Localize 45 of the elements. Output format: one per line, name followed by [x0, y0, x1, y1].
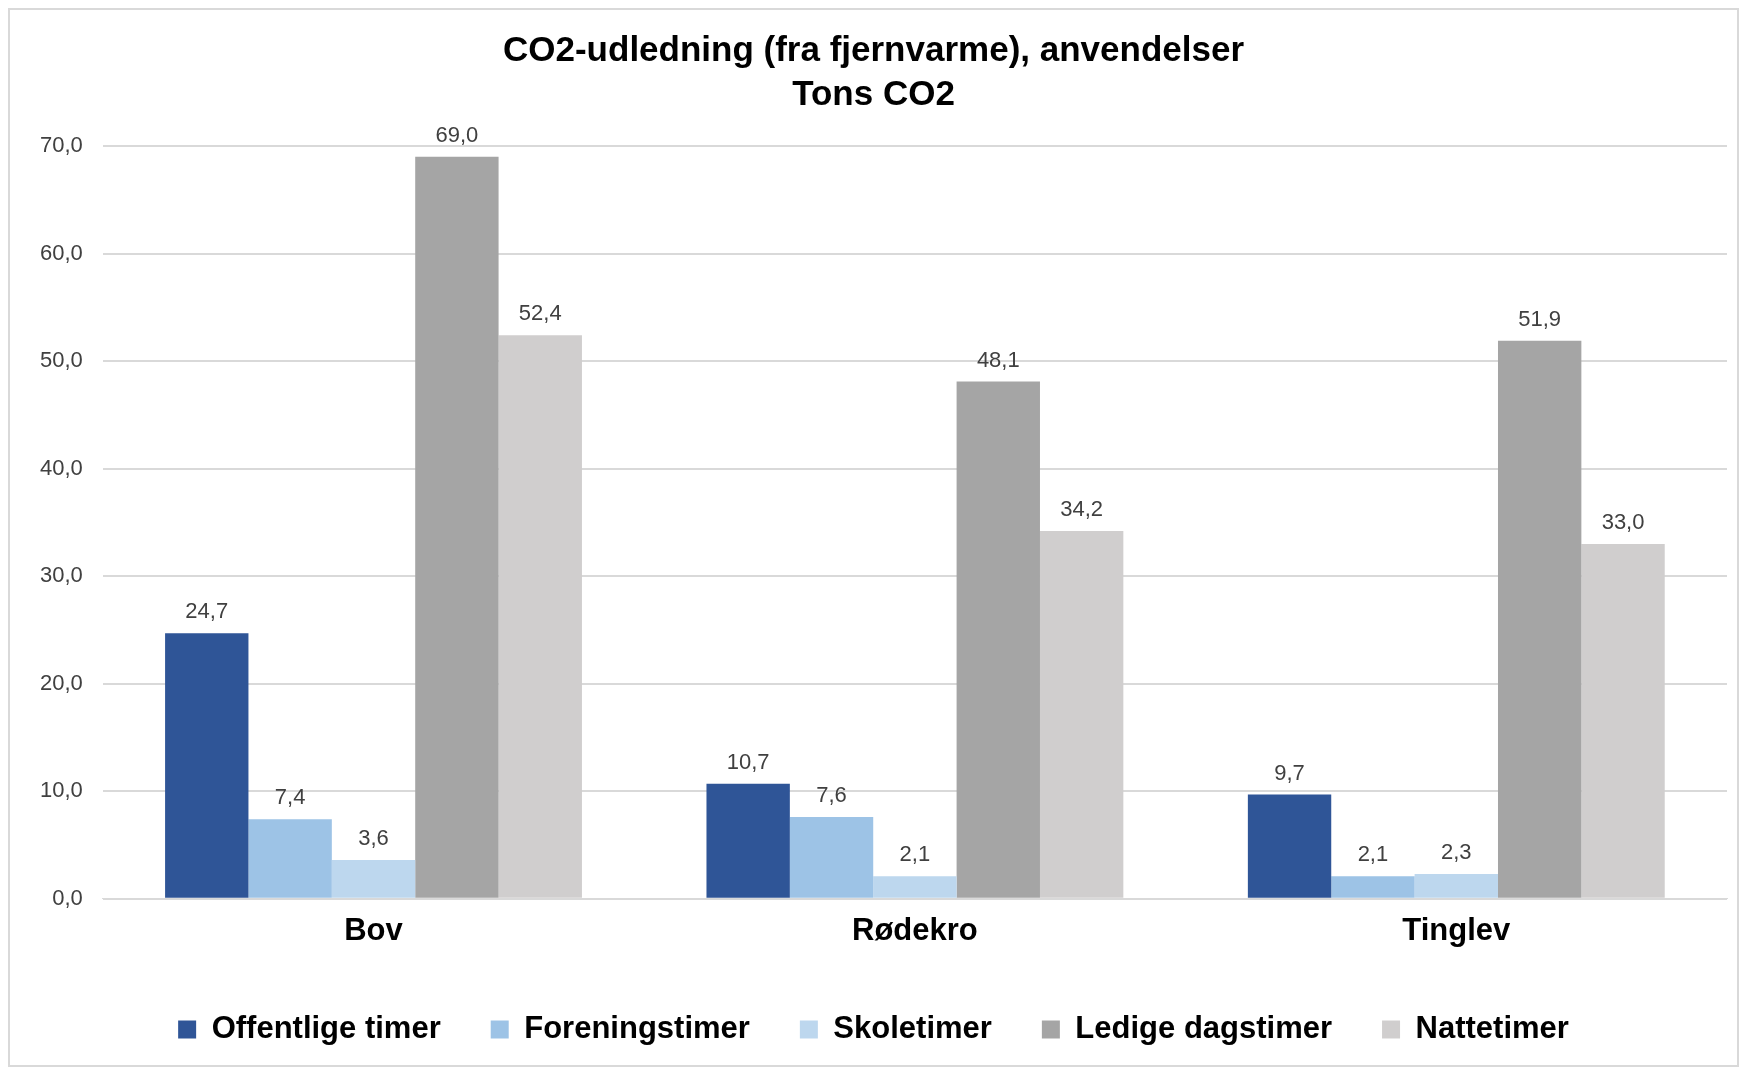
bar [873, 876, 957, 898]
data-label: 10,7 [726, 748, 770, 774]
legend-label: Offentlige timer [211, 1010, 441, 1046]
data-label: 9,7 [1274, 759, 1305, 785]
data-label: 3,6 [358, 825, 389, 851]
data-label: 48,1 [976, 346, 1020, 372]
legend-label: Nattetimer [1415, 1010, 1569, 1046]
chart-title: CO2-udledning (fra fjernvarme), anvendelser [502, 28, 1245, 68]
bar [789, 817, 874, 898]
data-label: 51,9 [1518, 305, 1562, 331]
y-tick-label: 70,0 [39, 132, 83, 158]
bar [1331, 876, 1415, 898]
bar [248, 819, 332, 898]
bar [331, 860, 416, 898]
bar [1414, 874, 1498, 898]
bar [165, 633, 249, 898]
y-tick-label: 0,0 [52, 884, 83, 910]
x-tick-label: Rødekro [852, 911, 978, 947]
data-label: 24,7 [185, 598, 229, 624]
data-label: 52,4 [518, 300, 562, 326]
bar [1247, 794, 1332, 898]
y-tick-label: 60,0 [39, 239, 83, 265]
data-label: 34,2 [1060, 496, 1104, 522]
y-tick-label: 20,0 [39, 669, 83, 695]
y-tick-label: 10,0 [39, 777, 83, 803]
data-label: 69,0 [435, 121, 479, 147]
bar [1497, 340, 1582, 898]
data-label: 7,4 [274, 784, 306, 810]
bar [415, 156, 499, 898]
data-label: 2,1 [899, 841, 931, 867]
legend-label: Ledige dagstimer [1075, 1010, 1333, 1046]
y-tick-label: 30,0 [39, 562, 83, 588]
bar [956, 381, 1040, 898]
x-tick-label: Bov [344, 911, 404, 947]
legend-label: Foreningstimer [524, 1010, 750, 1046]
y-tick-label: 40,0 [39, 454, 83, 480]
bar [706, 783, 790, 898]
chart-subtitle: Tons CO2 [792, 72, 955, 112]
data-label: 33,0 [1601, 508, 1645, 534]
y-tick-label: 50,0 [39, 347, 83, 373]
legend-label: Skoletimer [833, 1010, 992, 1046]
data-label: 7,6 [816, 782, 847, 808]
x-tick-label: Tinglev [1402, 911, 1512, 947]
data-label: 2,3 [1441, 839, 1472, 865]
data-label: 2,1 [1357, 841, 1389, 867]
